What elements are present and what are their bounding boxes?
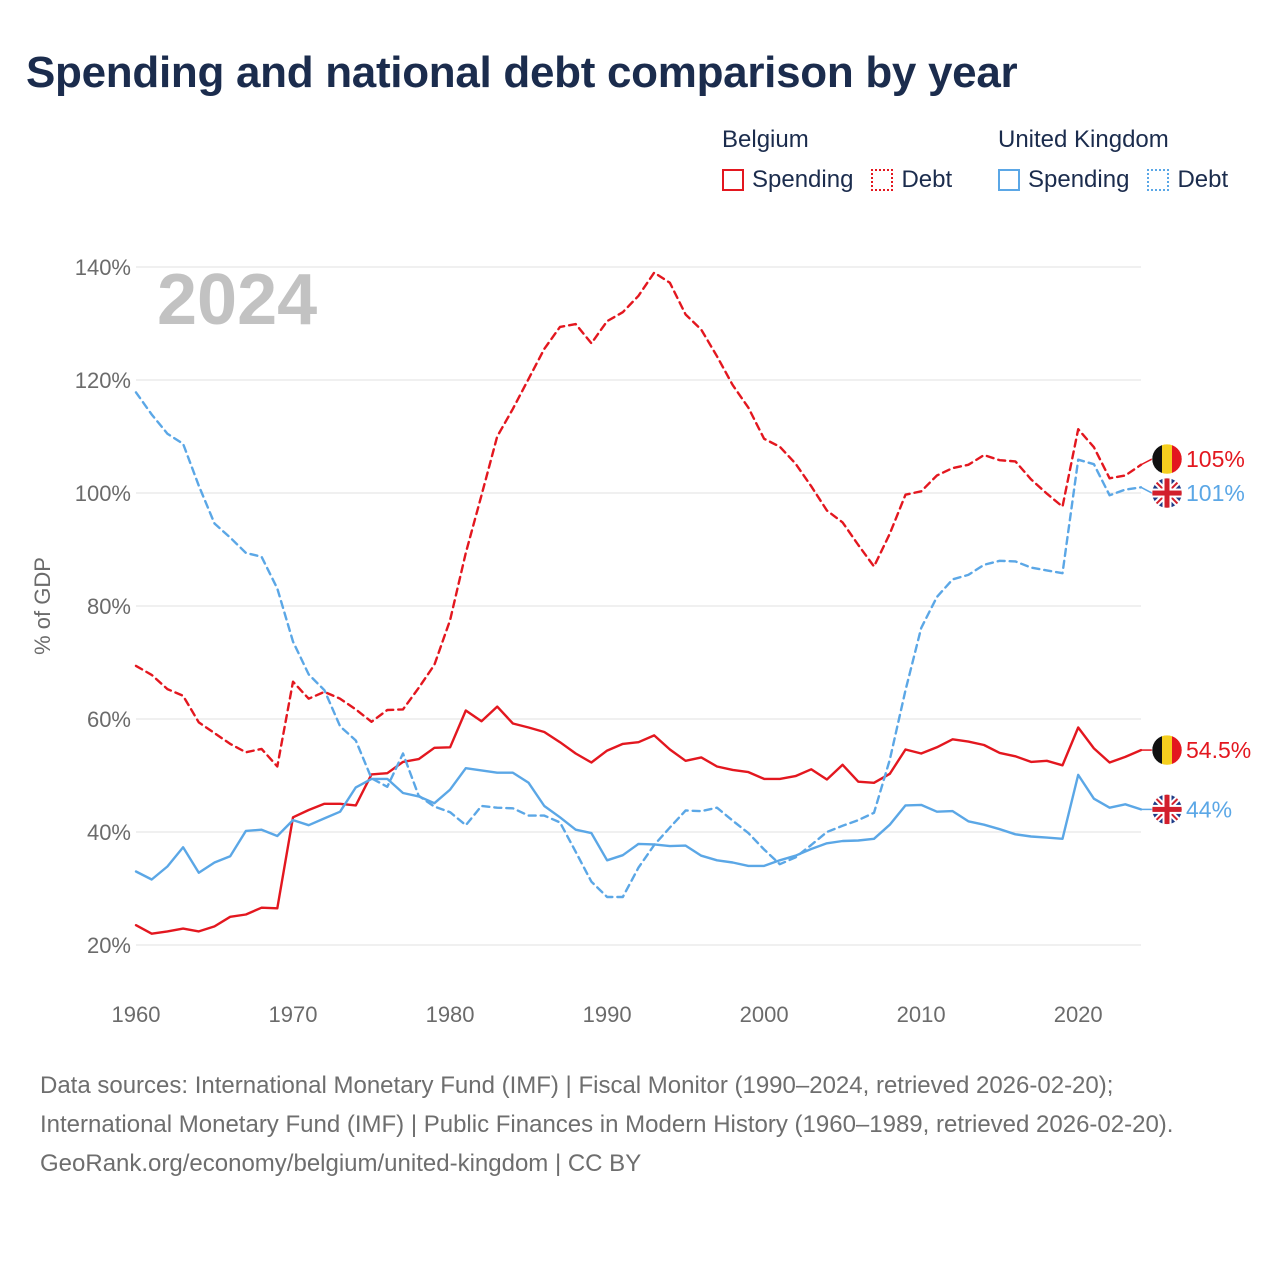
- x-tick-label: 1970: [269, 1002, 318, 1027]
- belgium-flag-icon: [1141, 734, 1183, 766]
- x-axis-ticks: 1960 1970 1980 1990 2000 2010 2020: [112, 1002, 1103, 1027]
- y-tick-label: 140%: [75, 255, 131, 280]
- legend-label: Debt: [901, 166, 953, 193]
- x-tick-label: 1980: [426, 1002, 475, 1027]
- x-tick-label: 2000: [740, 1002, 789, 1027]
- legend-item-belgium-spending[interactable]: Spending: [722, 166, 853, 194]
- series-lines: [134, 271, 1143, 935]
- year-watermark: 2024: [157, 260, 317, 340]
- legend-label: Spending: [752, 166, 854, 193]
- series-line-belgium-debt: [134, 271, 1143, 768]
- uk-flag-icon: [1140, 477, 1183, 509]
- end-label-united-kingdom-spending: 44%: [1186, 796, 1232, 822]
- uk-flag-icon: [1141, 794, 1183, 825]
- x-tick-label: 2020: [1054, 1002, 1103, 1027]
- y-tick-label: 80%: [87, 594, 131, 619]
- y-tick-label: 60%: [87, 707, 131, 732]
- series-line-belgium-spending: [134, 705, 1143, 935]
- line-chart: 20% 40% 60% 80% 100% 120% 140% 1960 1970 1980 199…: [30, 255, 1251, 1027]
- legend-swatch-belgium-spending: [722, 169, 744, 191]
- sources-text: Data sources: International Monetary Fun…: [40, 1072, 1174, 1138]
- x-tick-label: 2010: [897, 1002, 946, 1027]
- end-labels: 105% 101% 54.5% 44%: [1140, 443, 1251, 825]
- end-label-belgium-spending: 54.5%: [1186, 737, 1251, 763]
- chart-title: Spending and national debt comparison by…: [26, 48, 1018, 97]
- end-label-united-kingdom-debt: 101%: [1186, 480, 1245, 506]
- y-tick-label: 40%: [87, 820, 131, 845]
- gridlines: [136, 266, 1141, 946]
- series-line-united-kingdom-spending: [134, 767, 1143, 881]
- legend-label: Debt: [1177, 166, 1229, 193]
- y-axis-ticks: 20% 40% 60% 80% 100% 120% 140%: [75, 255, 131, 958]
- end-connector: [1140, 458, 1153, 466]
- legend-group-label-uk: United Kingdom: [998, 126, 1169, 153]
- legend-item-uk-debt[interactable]: Debt: [1147, 166, 1228, 194]
- legend-label: Spending: [1028, 166, 1130, 193]
- legend-item-uk-spending[interactable]: Spending: [998, 166, 1129, 194]
- series-line-united-kingdom-debt: [134, 391, 1143, 899]
- end-label-belgium-debt: 105%: [1186, 446, 1245, 472]
- belgium-flag-icon: [1140, 443, 1183, 475]
- y-axis-label: % of GDP: [30, 557, 55, 655]
- sources-link[interactable]: GeoRank.org/economy/belgium/united-kingd…: [40, 1150, 642, 1177]
- data-sources: Data sources: International Monetary Fun…: [40, 1066, 1240, 1183]
- x-tick-label: 1990: [583, 1002, 632, 1027]
- legend-group-uk: United Kingdom Spending Debt: [998, 124, 1246, 194]
- x-tick-label: 1960: [112, 1002, 161, 1027]
- y-tick-label: 100%: [75, 481, 131, 506]
- legend-group-belgium: Belgium Spending Debt: [722, 124, 970, 194]
- end-connector: [1140, 486, 1153, 494]
- y-tick-label: 120%: [75, 368, 131, 393]
- legend-group-label-belgium: Belgium: [722, 126, 809, 153]
- legend-swatch-belgium-debt: [871, 169, 894, 191]
- legend-swatch-uk-debt: [1147, 169, 1170, 191]
- legend-item-belgium-debt[interactable]: Debt: [871, 166, 952, 194]
- legend-swatch-uk-spending: [998, 169, 1020, 191]
- y-tick-label: 20%: [87, 933, 131, 958]
